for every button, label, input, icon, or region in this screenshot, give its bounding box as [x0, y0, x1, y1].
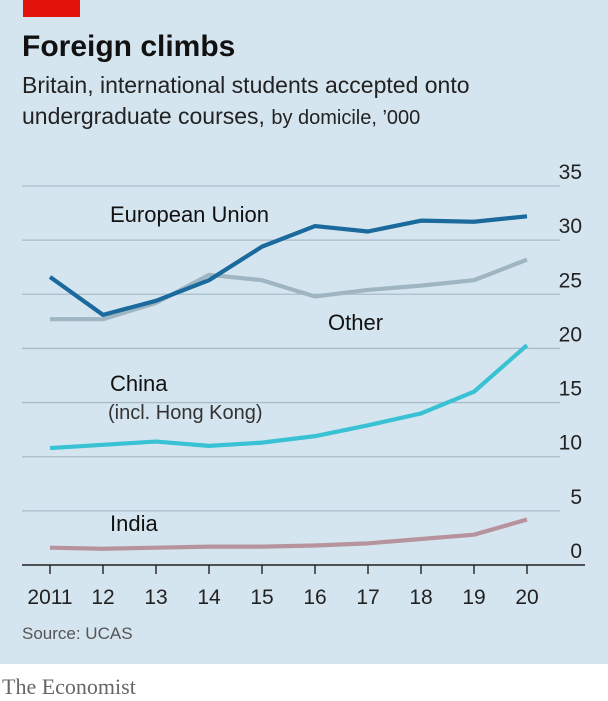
series-label-european-union: European Union — [110, 202, 269, 227]
x-tick-label-2015: 15 — [250, 586, 273, 609]
series-label-china: China — [110, 371, 168, 396]
chart-title: Foreign climbs — [22, 30, 236, 63]
x-tick-label-2013: 13 — [144, 586, 167, 609]
y-tick-labels: 0 5 10 15 20 25 30 35 — [559, 161, 582, 563]
brand-red-bar — [23, 0, 80, 17]
x-tick-label-2012: 12 — [91, 586, 114, 609]
y-tick-label-35: 35 — [559, 161, 582, 184]
x-tick-label-2017: 17 — [356, 586, 379, 609]
line-chart: 0 5 10 15 20 25 30 35 2011 12 13 14 15 16 17 18 19 20 Eu… — [22, 161, 585, 609]
y-tick-label-20: 20 — [559, 323, 582, 346]
y-tick-label-10: 10 — [559, 432, 582, 455]
x-tick-label-2016: 16 — [303, 586, 326, 609]
series-label-other: Other — [328, 310, 383, 335]
chart-panel — [0, 0, 608, 664]
chart-subtitle: Britain, international students accepted… — [22, 70, 582, 134]
x-tick-label-2011: 2011 — [27, 586, 72, 609]
series-labels: European Union Other China (incl. Hong Kong… — [108, 202, 383, 536]
series-lines — [48, 214, 529, 551]
x-tick-label-2018: 18 — [409, 586, 432, 609]
source-note: Source: UCAS — [22, 624, 133, 643]
grid-lines — [22, 185, 560, 512]
x-axis: 2011 12 13 14 15 16 17 18 19 20 — [22, 564, 585, 609]
y-tick-label-25: 25 — [559, 269, 582, 292]
subtitle-main: Britain, international students accepted… — [22, 72, 470, 129]
x-tick-label-2014: 14 — [197, 586, 221, 609]
series-line-india — [49, 517, 528, 551]
x-tick-label-2020: 20 — [515, 586, 538, 609]
series-sublabel-china: (incl. Hong Kong) — [108, 402, 263, 424]
y-tick-label-0: 0 — [570, 540, 582, 563]
y-tick-label-5: 5 — [570, 486, 582, 509]
series-line-other — [50, 257, 528, 322]
y-tick-label-15: 15 — [559, 378, 582, 401]
y-tick-label-30: 30 — [559, 215, 582, 238]
economist-logo: The Economist — [2, 674, 136, 699]
series-line-european-union — [48, 214, 528, 317]
subtitle-unit: by domicile, ’000 — [271, 107, 421, 129]
x-tick-label-2019: 19 — [462, 586, 485, 609]
series-label-india: India — [110, 511, 158, 536]
series-line-china — [49, 343, 529, 451]
